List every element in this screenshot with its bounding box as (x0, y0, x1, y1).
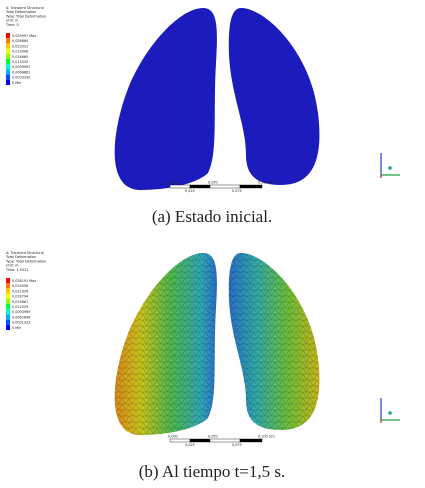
caption: (a) Estado inicial. (152, 207, 272, 226)
legend-header: Time: 1,5021 (5, 268, 28, 272)
scale-label: 0,000 (168, 435, 178, 439)
scale-bar (169, 438, 191, 443)
scale-label: 0,025 (185, 443, 195, 447)
axis-origin (388, 166, 392, 170)
legend-label: 0,015661 (12, 300, 28, 304)
axis-origin (388, 411, 392, 415)
scale-label: 0,100 (m) (258, 435, 275, 439)
legend-header: Unit: m (6, 19, 19, 23)
scale-label: 0,100 (m) (258, 181, 275, 185)
lung-mesh (114, 253, 217, 435)
legend-label: 0,0031323 (12, 321, 30, 325)
scale-label: 0,025 (185, 189, 195, 193)
legend-label: 0,012529 (12, 305, 28, 309)
legend-label: 0,013332 (12, 60, 28, 64)
left-lung (114, 8, 217, 190)
legend-swatch (6, 43, 10, 49)
legend-label: 0,021926 (12, 289, 28, 293)
legend-header: Total Deformation (5, 255, 36, 259)
scale-label: 0,075 (232, 189, 242, 193)
right-lung (228, 253, 320, 430)
lung-mesh (228, 253, 320, 430)
scale-bar (209, 184, 241, 189)
legend-swatch (6, 288, 10, 294)
caption: (b) Al tiempo t=1,5 s. (139, 462, 286, 481)
legend-header: Unit: m (6, 264, 19, 268)
legend-swatch (6, 53, 10, 59)
legend-swatch (6, 33, 10, 39)
legend-swatch (6, 304, 10, 310)
right-lung (228, 8, 320, 185)
legend-label: 0,019998 (12, 50, 28, 54)
legend-swatch (6, 283, 10, 289)
scale-label: 0,000 (168, 181, 178, 185)
legend-swatch (6, 48, 10, 54)
legend-label: 0,018794 (12, 295, 28, 299)
legend-swatch (6, 64, 10, 70)
scale-bar (189, 184, 211, 189)
legend-header: Time: 0 (5, 23, 19, 27)
legend-swatch (6, 319, 10, 325)
scale-bar (189, 438, 211, 443)
scale-label: 0,075 (232, 443, 242, 447)
scale-label: 0,050 (208, 435, 218, 439)
scale-label: 0,050 (208, 181, 218, 185)
legend-label: 0 Min (12, 81, 21, 85)
left-lung (114, 253, 217, 435)
legend-label: 0,029997 Max (12, 34, 36, 38)
legend-header: A: Transient Structural (6, 251, 44, 255)
legend-swatch (6, 324, 10, 330)
scale-bar (209, 438, 241, 443)
legend-label: 0 Min (12, 326, 21, 330)
legend-swatch (6, 298, 10, 304)
legend-label: 0,0093969 (12, 310, 30, 314)
legend-swatch (6, 278, 10, 284)
legend-swatch (6, 293, 10, 299)
legend-swatch (6, 79, 10, 85)
scale-bar (239, 438, 263, 443)
legend-swatch (6, 74, 10, 80)
legend-swatch (6, 59, 10, 65)
legend-header: A: Transient Structural (6, 6, 44, 10)
legend-swatch (6, 309, 10, 315)
lung-mesh (114, 8, 217, 190)
legend-swatch (6, 69, 10, 75)
legend-label: 0,0099991 (12, 65, 30, 69)
legend-header: Total Deformation (5, 10, 36, 14)
lung-mesh (228, 8, 320, 185)
legend-label: 0,0033330 (12, 76, 30, 80)
legend-header: Type: Total Deformation (5, 14, 46, 18)
scale-bar (239, 184, 263, 189)
legend-header: Type: Total Deformation (5, 259, 46, 263)
legend-label: 0,026664 (12, 39, 28, 43)
legend-label: 0,0062646 (12, 315, 30, 319)
legend-label: 0,016665 (12, 55, 28, 59)
legend-label: 0,025058 (12, 284, 28, 288)
scale-bar (169, 184, 191, 189)
legend-swatch (6, 314, 10, 320)
legend-label: 0,0066661 (12, 70, 30, 74)
legend-label: 0,028191 Max (12, 279, 36, 283)
legend-swatch (6, 38, 10, 44)
legend-label: 0,023331 (12, 44, 28, 48)
